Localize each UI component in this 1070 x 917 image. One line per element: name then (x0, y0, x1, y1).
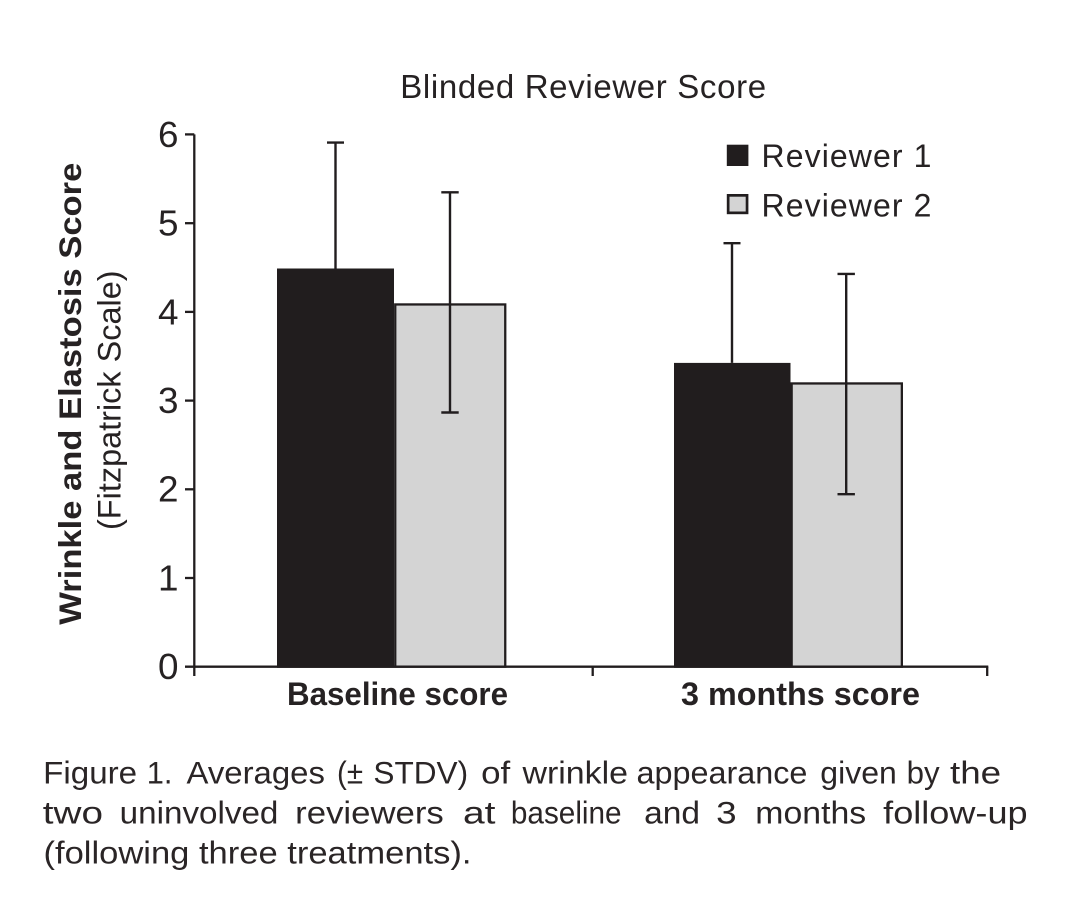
svg-text:Reviewer 1: Reviewer 1 (762, 138, 933, 174)
svg-text:2: 2 (158, 469, 179, 510)
svg-text:1: 1 (158, 557, 179, 598)
svg-text:5: 5 (158, 203, 179, 244)
svg-text:3 months score: 3 months score (681, 676, 920, 712)
svg-text:3: 3 (158, 380, 179, 421)
svg-text:Baseline score: Baseline score (287, 676, 508, 712)
svg-text:(following three treatments).: (following three treatments). (44, 834, 472, 870)
svg-text:Wrinkle and Elastosis Score: Wrinkle and Elastosis Score (52, 163, 88, 625)
svg-text:6: 6 (158, 114, 179, 155)
svg-text:(Fitzpatrick Scale): (Fitzpatrick Scale) (92, 270, 128, 530)
svg-text:0: 0 (158, 646, 179, 687)
svg-text:4: 4 (158, 291, 179, 332)
svg-text:Blinded Reviewer Score: Blinded Reviewer Score (400, 68, 766, 105)
svg-text:Reviewer 2: Reviewer 2 (762, 188, 933, 224)
